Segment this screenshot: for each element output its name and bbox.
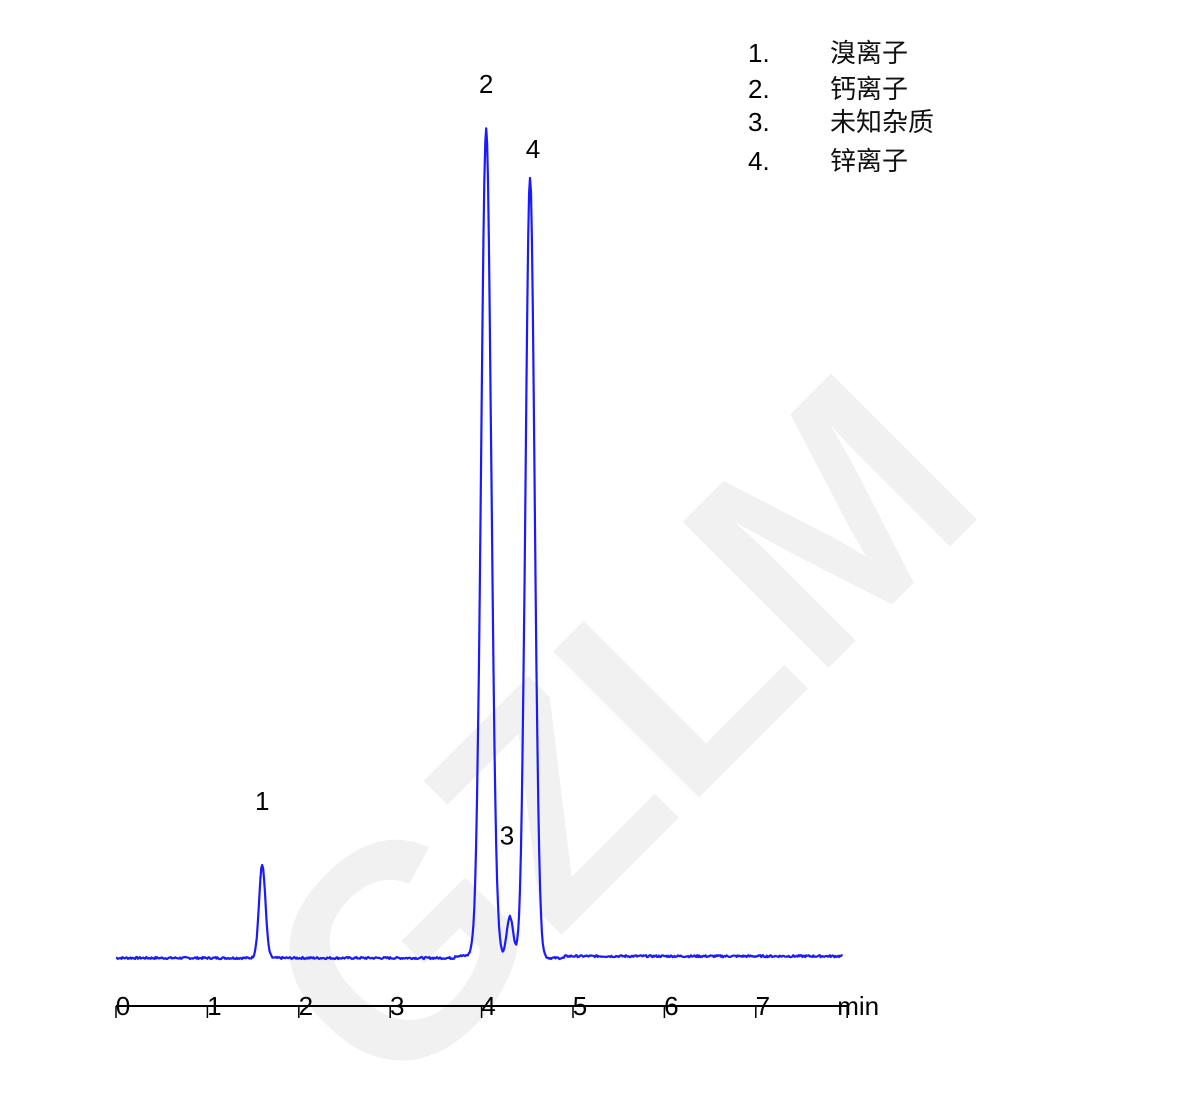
peak-label: 3 [500, 821, 514, 851]
x-tick-label: 1 [207, 991, 221, 1021]
x-tick-label: 3 [390, 991, 404, 1021]
legend-name: 钙离子 [830, 75, 908, 105]
legend: 1. 溴离子 2. 钙离子 3. 未知杂质 4. 锌离子 [748, 38, 934, 177]
x-axis-label: min [837, 991, 879, 1021]
signal-trace [115, 127, 843, 961]
legend-number: 2. [748, 74, 770, 104]
peak-label: 2 [479, 69, 493, 99]
watermark-text: GZLM [198, 313, 1036, 1105]
legend-name: 未知杂质 [830, 108, 934, 138]
x-tick-label: 6 [664, 991, 678, 1021]
x-axis: 0 1 2 3 4 5 6 7 min [115, 991, 879, 1021]
peak-label: 1 [255, 786, 269, 816]
x-tick-label: 2 [299, 991, 313, 1021]
legend-number: 3. [748, 107, 770, 137]
x-tick-label: 7 [756, 991, 770, 1021]
watermark: GZLM [198, 313, 1036, 1105]
legend-name: 溴离子 [830, 39, 908, 69]
peak-label: 4 [526, 134, 540, 164]
x-tick-label: 4 [481, 991, 495, 1021]
legend-name: 锌离子 [830, 147, 908, 177]
x-tick-label: 0 [116, 991, 130, 1021]
legend-number: 4. [748, 146, 770, 176]
legend-number: 1. [748, 38, 770, 68]
x-tick-label: 5 [573, 991, 587, 1021]
peak-labels: 1 2 3 4 [255, 69, 540, 851]
